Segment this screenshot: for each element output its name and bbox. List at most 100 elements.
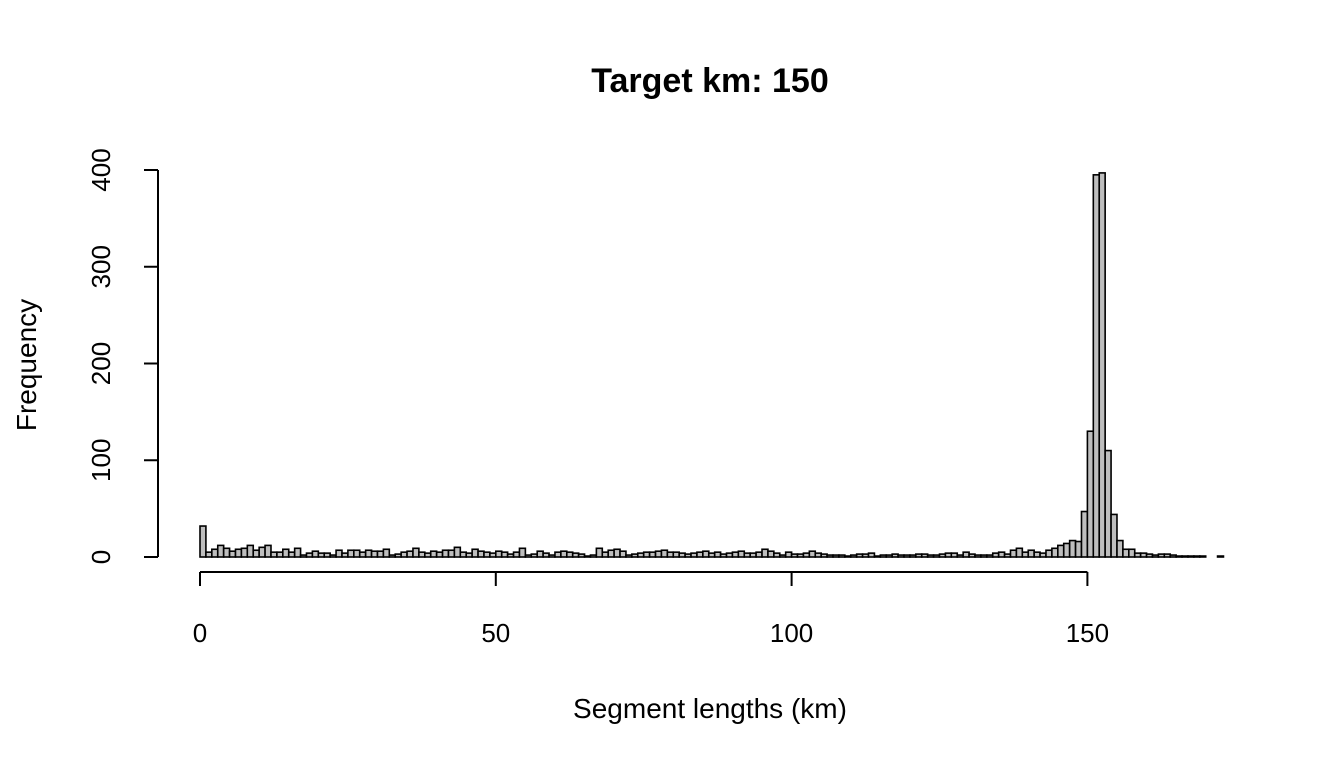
histogram-bar bbox=[483, 551, 491, 558]
histogram-bar bbox=[489, 552, 497, 558]
histogram-bar bbox=[252, 549, 260, 558]
histogram-bar bbox=[867, 552, 876, 558]
histogram-bar bbox=[648, 551, 657, 558]
histogram-bar bbox=[1199, 555, 1207, 558]
histogram-bar bbox=[199, 525, 207, 558]
histogram-bar bbox=[696, 551, 704, 558]
histogram-bar bbox=[802, 552, 811, 558]
histogram-bar bbox=[743, 552, 751, 558]
histogram-bar bbox=[968, 553, 976, 558]
histogram-bar bbox=[577, 553, 586, 558]
histogram-bar bbox=[986, 554, 994, 558]
histogram-bar bbox=[879, 554, 888, 558]
histogram-bar bbox=[276, 551, 284, 558]
histogram-bar bbox=[299, 554, 308, 558]
histogram-bar bbox=[424, 552, 432, 558]
x-tick-label: 0 bbox=[193, 618, 207, 648]
histogram-bar bbox=[412, 547, 420, 558]
histogram-bar bbox=[1151, 554, 1160, 558]
histogram-bar bbox=[814, 552, 822, 558]
y-tick-label: 0 bbox=[86, 550, 116, 564]
histogram-bar bbox=[944, 552, 953, 558]
histogram-bar bbox=[838, 554, 846, 558]
histogram-bar bbox=[358, 551, 367, 558]
histogram-bar bbox=[335, 549, 343, 558]
histogram-bar bbox=[1062, 542, 1071, 558]
histogram-bar bbox=[382, 548, 391, 558]
histogram-bar bbox=[956, 554, 964, 558]
histogram-bar bbox=[915, 553, 923, 558]
histogram-bar bbox=[1098, 172, 1106, 558]
histogram-bar bbox=[719, 553, 728, 558]
histogram-bar bbox=[376, 550, 385, 558]
histogram-bar bbox=[844, 555, 852, 558]
histogram-bar bbox=[820, 553, 828, 558]
histogram-bar bbox=[347, 549, 355, 558]
histogram-bar bbox=[222, 547, 231, 558]
histogram-bar bbox=[370, 550, 379, 558]
histogram-bar bbox=[1187, 555, 1195, 558]
histogram-bar bbox=[500, 551, 509, 558]
chart-title: Target km: 150 bbox=[591, 62, 828, 100]
histogram-bar bbox=[270, 551, 278, 558]
histogram-bar bbox=[897, 554, 905, 558]
histogram-bar bbox=[950, 552, 959, 558]
histogram-bar bbox=[471, 548, 479, 558]
histogram-bar bbox=[636, 552, 645, 558]
y-tick-label: 200 bbox=[86, 342, 116, 385]
histogram-bar bbox=[613, 548, 621, 558]
histogram-bar bbox=[548, 554, 556, 558]
histogram-bar bbox=[506, 553, 515, 558]
histogram-bar bbox=[1051, 547, 1059, 558]
histogram-bar bbox=[429, 550, 438, 558]
histogram-bar bbox=[542, 552, 550, 558]
histogram-bar bbox=[1110, 513, 1118, 558]
histogram-bar bbox=[1216, 555, 1225, 558]
histogram-bar bbox=[418, 551, 426, 558]
histogram-bar bbox=[341, 552, 349, 558]
histogram-bar bbox=[660, 549, 669, 558]
x-tick-label: 100 bbox=[770, 618, 813, 648]
histogram-bar bbox=[216, 544, 225, 558]
histogram-bar bbox=[684, 553, 692, 558]
histogram-bar bbox=[554, 551, 562, 558]
histogram-bar bbox=[1145, 553, 1154, 558]
histogram-bar bbox=[583, 555, 592, 558]
histogram-bar bbox=[287, 551, 296, 558]
histogram-bar bbox=[258, 546, 266, 558]
histogram-bar bbox=[205, 551, 213, 558]
histogram-bar bbox=[228, 550, 237, 558]
histogram-bar bbox=[761, 548, 769, 558]
histogram-bar bbox=[400, 551, 408, 558]
histogram-bar bbox=[1193, 555, 1201, 558]
histogram-bar bbox=[477, 550, 485, 558]
histogram-bar bbox=[240, 547, 249, 558]
histogram-bar bbox=[1116, 539, 1124, 558]
histogram-bar bbox=[1086, 430, 1095, 558]
histogram-bar bbox=[494, 550, 503, 558]
histogram-bar bbox=[808, 550, 817, 558]
histogram-bar bbox=[980, 554, 988, 558]
histogram-bar bbox=[731, 551, 740, 558]
histogram-bar bbox=[364, 549, 373, 558]
histogram-bar bbox=[926, 554, 935, 558]
x-tick-label: 150 bbox=[1066, 618, 1109, 648]
histogram-bar bbox=[974, 554, 982, 558]
histogram-bar bbox=[607, 549, 615, 558]
histogram-bar bbox=[962, 551, 970, 558]
histogram-bar bbox=[654, 550, 663, 558]
histogram-bar bbox=[536, 550, 544, 558]
histogram-bar bbox=[672, 551, 680, 558]
histogram-bar bbox=[861, 553, 870, 558]
histogram-bar bbox=[666, 551, 675, 558]
histogram-bar bbox=[459, 551, 468, 558]
y-tick-label: 100 bbox=[86, 439, 116, 482]
histogram-bar bbox=[767, 550, 775, 558]
histogram-bar bbox=[991, 552, 1000, 558]
histogram-bar bbox=[625, 554, 633, 558]
histogram-bar bbox=[938, 553, 947, 558]
histogram-bar bbox=[1039, 552, 1047, 558]
x-tick-label: 50 bbox=[481, 618, 510, 648]
histogram-bar bbox=[311, 550, 320, 558]
